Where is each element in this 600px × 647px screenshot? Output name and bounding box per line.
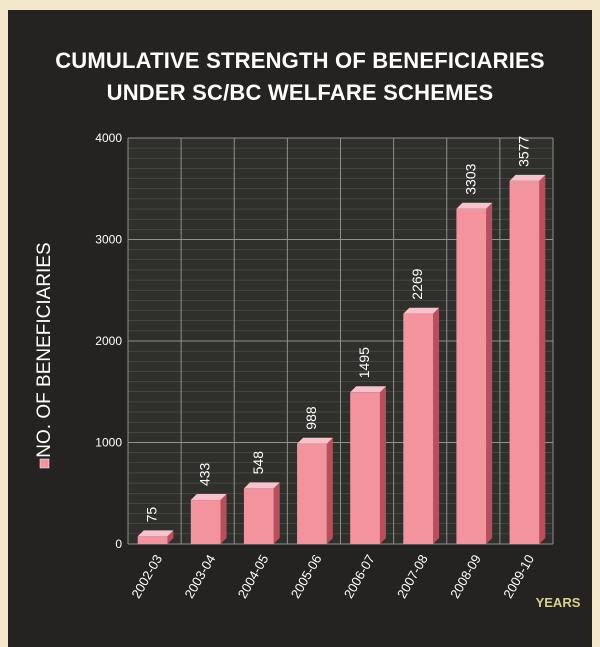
bar-side bbox=[539, 174, 546, 544]
x-tick-label: 2003-04 bbox=[181, 552, 218, 601]
value-label: 988 bbox=[303, 406, 319, 430]
chart-title-line-1: CUMULATIVE STRENGTH OF BENEFICIARIES bbox=[55, 48, 545, 73]
bar-top bbox=[243, 482, 280, 489]
chart-frame: CUMULATIVE STRENGTH OF BENEFICIARIES UND… bbox=[8, 10, 592, 647]
value-label: 2269 bbox=[409, 268, 425, 299]
x-tick-label: 2009-10 bbox=[500, 552, 537, 601]
bar-top bbox=[137, 530, 174, 537]
y-axis-label: NO. OF BENEFICIARIES bbox=[34, 242, 55, 457]
bar bbox=[456, 208, 487, 545]
bar bbox=[350, 392, 380, 544]
value-label: 3577 bbox=[515, 136, 531, 167]
value-label: 548 bbox=[250, 451, 266, 475]
x-tick-label: 2005-06 bbox=[288, 552, 325, 601]
x-axis-label: YEARS bbox=[536, 595, 581, 610]
bar bbox=[190, 500, 221, 544]
bar-top bbox=[190, 494, 227, 501]
legend-swatch bbox=[39, 458, 50, 469]
y-tick-label: 0 bbox=[115, 537, 122, 551]
bar-chart: 0 1000 2000 3000 4000 NO. OF BENEFICIARIES 75 2… bbox=[34, 131, 581, 610]
bar-side bbox=[326, 437, 333, 544]
x-tick-label: 2007-08 bbox=[394, 552, 431, 601]
bar bbox=[509, 180, 540, 544]
x-tick-label: 2006-07 bbox=[341, 552, 378, 601]
bar-top bbox=[297, 437, 333, 444]
bar-top bbox=[509, 174, 546, 181]
bar-side bbox=[220, 494, 227, 544]
y-tick-label: 3000 bbox=[95, 233, 122, 247]
bar bbox=[403, 313, 434, 544]
bar-side bbox=[486, 202, 493, 545]
value-label: 3303 bbox=[462, 163, 478, 194]
bar-top bbox=[350, 386, 386, 393]
bar-top bbox=[403, 307, 440, 314]
value-label: 433 bbox=[197, 462, 213, 486]
x-tick-label: 2002-03 bbox=[128, 552, 165, 601]
bar-side bbox=[273, 482, 280, 544]
bar-side bbox=[379, 386, 386, 544]
y-tick-label: 2000 bbox=[95, 334, 122, 348]
bar bbox=[297, 443, 327, 544]
x-tick-label: 2008-09 bbox=[447, 552, 484, 601]
x-tick-label: 2004-05 bbox=[235, 552, 272, 601]
value-label: 75 bbox=[144, 507, 160, 523]
bar bbox=[137, 536, 168, 544]
chart-title-line-2: UNDER SC/BC WELFARE SCHEMES bbox=[106, 80, 494, 105]
y-tick-label: 4000 bbox=[95, 131, 122, 145]
bar-top bbox=[456, 202, 493, 209]
value-label: 1495 bbox=[356, 347, 372, 378]
y-tick-label: 1000 bbox=[95, 436, 122, 450]
bar-side bbox=[433, 307, 440, 544]
bar-side bbox=[167, 530, 174, 544]
bar bbox=[243, 488, 274, 544]
